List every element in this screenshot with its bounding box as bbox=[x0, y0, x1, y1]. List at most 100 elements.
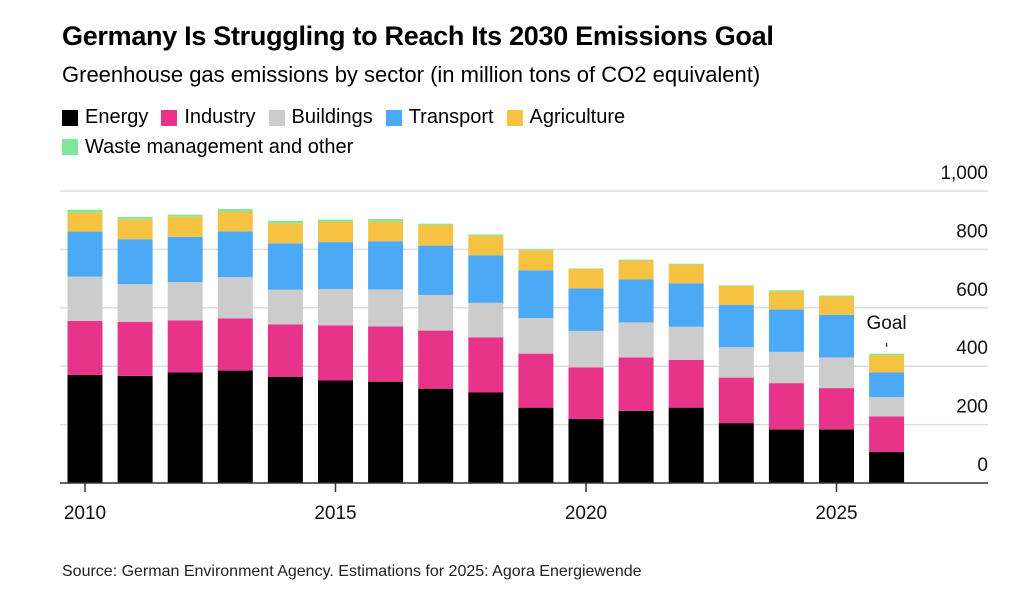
legend-label: Transport bbox=[408, 106, 494, 128]
bar-segment bbox=[568, 288, 604, 331]
y-tick-label: 400 bbox=[956, 338, 988, 359]
legend-item: Transport bbox=[385, 104, 494, 131]
bar-segment bbox=[318, 325, 353, 381]
bar-segment bbox=[267, 220, 303, 224]
bar-segment bbox=[67, 231, 103, 277]
bar-segment bbox=[368, 381, 404, 483]
bar-segment bbox=[668, 359, 704, 408]
bar-segment bbox=[217, 370, 253, 483]
bar-segment bbox=[117, 321, 153, 376]
chart-subtitle: Greenhouse gas emissions by sector (in m… bbox=[62, 62, 761, 87]
y-tick-label: 1,000 bbox=[940, 163, 988, 184]
bar-segment bbox=[67, 320, 103, 375]
bar-segment bbox=[67, 212, 103, 232]
bar-segment bbox=[518, 249, 554, 251]
bar-segment bbox=[869, 353, 905, 356]
bar-segment bbox=[418, 224, 454, 246]
bar-segment bbox=[568, 330, 604, 368]
bar-segment bbox=[869, 355, 905, 373]
bar-segment bbox=[318, 221, 353, 243]
bar-segment bbox=[67, 276, 103, 321]
bar-segment bbox=[768, 383, 804, 430]
bar-segment bbox=[869, 416, 905, 453]
x-tick-label: 2025 bbox=[815, 503, 857, 524]
bar-segment bbox=[869, 397, 905, 417]
bar-segment bbox=[819, 296, 854, 315]
legend-label: Buildings bbox=[291, 106, 373, 128]
bar-segment bbox=[768, 290, 804, 292]
bar-segment bbox=[117, 219, 153, 240]
legend-swatch bbox=[268, 109, 285, 126]
bar-segment bbox=[318, 289, 353, 326]
bar-segment bbox=[267, 376, 303, 483]
bar-segment bbox=[768, 309, 804, 352]
bar-segment bbox=[468, 235, 504, 256]
bar-segment bbox=[117, 216, 153, 220]
legend-label: Industry bbox=[184, 106, 256, 128]
bar-segment bbox=[568, 419, 604, 483]
bar-segment bbox=[668, 263, 704, 265]
y-tick-label: 200 bbox=[956, 397, 988, 418]
bar-segment bbox=[618, 357, 654, 411]
legend: Energy Industry Buildings Transport Agricult… bbox=[62, 104, 782, 163]
bar-segment bbox=[618, 260, 654, 280]
source-note: Source: German Environment Agency. Estim… bbox=[62, 563, 642, 580]
bar-segment bbox=[869, 372, 905, 398]
bar-segment bbox=[819, 388, 854, 430]
bar-segment bbox=[568, 367, 604, 420]
bar-segment bbox=[468, 392, 504, 483]
bar-segment bbox=[618, 322, 654, 358]
y-tick-label: 800 bbox=[956, 221, 988, 242]
bar-segment bbox=[167, 214, 203, 217]
bar-segment bbox=[518, 407, 554, 483]
legend-swatch bbox=[506, 109, 523, 126]
bar-segment bbox=[418, 330, 454, 389]
bar-segment bbox=[318, 242, 353, 290]
bar-segment bbox=[618, 279, 654, 323]
bar-segment bbox=[468, 302, 504, 338]
bar-segment bbox=[368, 289, 404, 327]
bar-segment bbox=[518, 318, 554, 354]
bar-segment bbox=[518, 250, 554, 271]
bar-segment bbox=[718, 423, 754, 483]
bar-segment bbox=[668, 264, 704, 284]
bar-segment bbox=[768, 291, 804, 310]
legend-item: Waste management and other bbox=[62, 134, 353, 161]
bar-segment bbox=[468, 234, 504, 236]
legend-item: Industry bbox=[161, 104, 256, 131]
legend-swatch bbox=[62, 139, 78, 155]
bar-segment bbox=[167, 216, 203, 237]
legend-item: Energy bbox=[62, 104, 148, 131]
bar-segment bbox=[768, 429, 804, 483]
bar-segment bbox=[267, 324, 303, 377]
bar-segment bbox=[318, 219, 353, 222]
bar-segment bbox=[668, 283, 704, 327]
bar-segment bbox=[117, 284, 153, 322]
bar-segment bbox=[869, 452, 905, 483]
bar-segment bbox=[518, 353, 554, 408]
bar-segment bbox=[267, 289, 303, 325]
bar-segment bbox=[518, 270, 554, 319]
bar-segment bbox=[819, 357, 854, 389]
bar-segment bbox=[267, 223, 303, 244]
bar-segment bbox=[217, 318, 253, 371]
bar-segment bbox=[718, 304, 754, 348]
x-tick-label: 2015 bbox=[314, 503, 356, 524]
legend-swatch bbox=[161, 109, 178, 126]
legend-swatch bbox=[385, 109, 402, 126]
bar-segment bbox=[368, 219, 404, 222]
legend-label: Waste management and other bbox=[85, 135, 354, 158]
bar-segment bbox=[668, 326, 704, 360]
goal-annotation: Goal bbox=[867, 313, 907, 334]
bar-segment bbox=[217, 209, 253, 212]
bar-segment bbox=[568, 268, 604, 269]
bar-segment bbox=[718, 285, 754, 305]
bar-segment bbox=[167, 236, 203, 283]
bar-segment bbox=[217, 211, 253, 232]
legend-item: Agriculture bbox=[506, 104, 625, 131]
bar-segment bbox=[217, 277, 253, 319]
bar-segment bbox=[117, 239, 153, 285]
bar-segment bbox=[718, 347, 754, 378]
bar-segment bbox=[819, 429, 854, 483]
